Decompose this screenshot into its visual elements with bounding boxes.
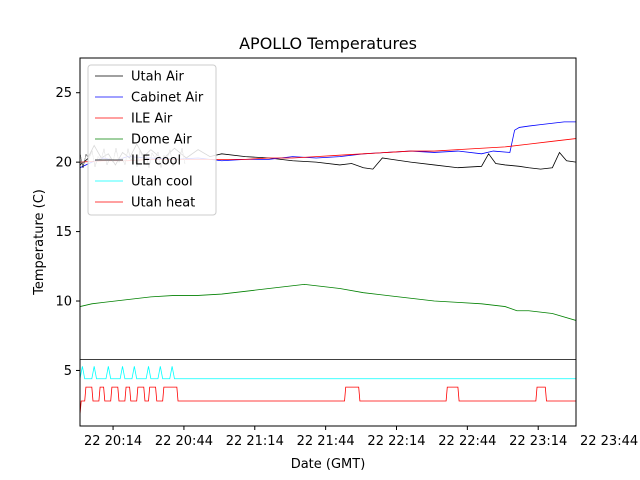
x-tick-label: 22 20:14 <box>84 434 142 449</box>
x-tick-label: 22 23:44 <box>580 434 638 449</box>
legend-label-dome-air: Dome Air <box>131 133 192 148</box>
legend-label-utah-cool: Utah cool <box>131 175 193 190</box>
y-tick-label: 10 <box>55 295 72 310</box>
x-tick-label: 22 22:44 <box>438 434 496 449</box>
x-tick-label: 22 23:14 <box>509 434 567 449</box>
x-tick-label: 22 21:44 <box>297 434 355 449</box>
legend-box <box>87 64 217 216</box>
y-tick-label: 15 <box>55 225 72 240</box>
legend-label-cabinet-air: Cabinet Air <box>131 91 204 106</box>
series-line-utah-heat <box>80 386 576 415</box>
series-line-utah-cool <box>80 366 576 380</box>
x-axis-label: Date (GMT) <box>291 457 366 472</box>
legend-label-ile-cool: ILE cool <box>131 154 181 169</box>
x-axis-ticks: 22 20:14 22 20:44 22 21:14 22 21:44 22 22:14… <box>84 426 638 449</box>
chart-title: APOLLO Temperatures <box>239 34 417 53</box>
axes-frame <box>79 57 577 427</box>
legend: Utah Air Cabinet Air ILE Air Dome Air ILE co… <box>87 64 217 216</box>
legend-label-utah-heat: Utah heat <box>131 196 195 211</box>
legend-label-ile-air: ILE Air <box>131 112 173 127</box>
y-tick-label: 25 <box>55 86 72 101</box>
legend-label-utah-air: Utah Air <box>131 70 184 85</box>
y-tick-label: 5 <box>64 364 72 379</box>
y-tick-label: 20 <box>55 156 72 171</box>
y-axis-ticks: 5 10 15 20 25 <box>55 86 80 379</box>
x-tick-label: 22 21:14 <box>226 434 284 449</box>
x-tick-label: 22 20:44 <box>155 434 213 449</box>
x-tick-label: 22 22:14 <box>367 434 425 449</box>
series-line-dome-air <box>80 283 576 321</box>
y-axis-label: Temperature (C) <box>32 189 47 296</box>
